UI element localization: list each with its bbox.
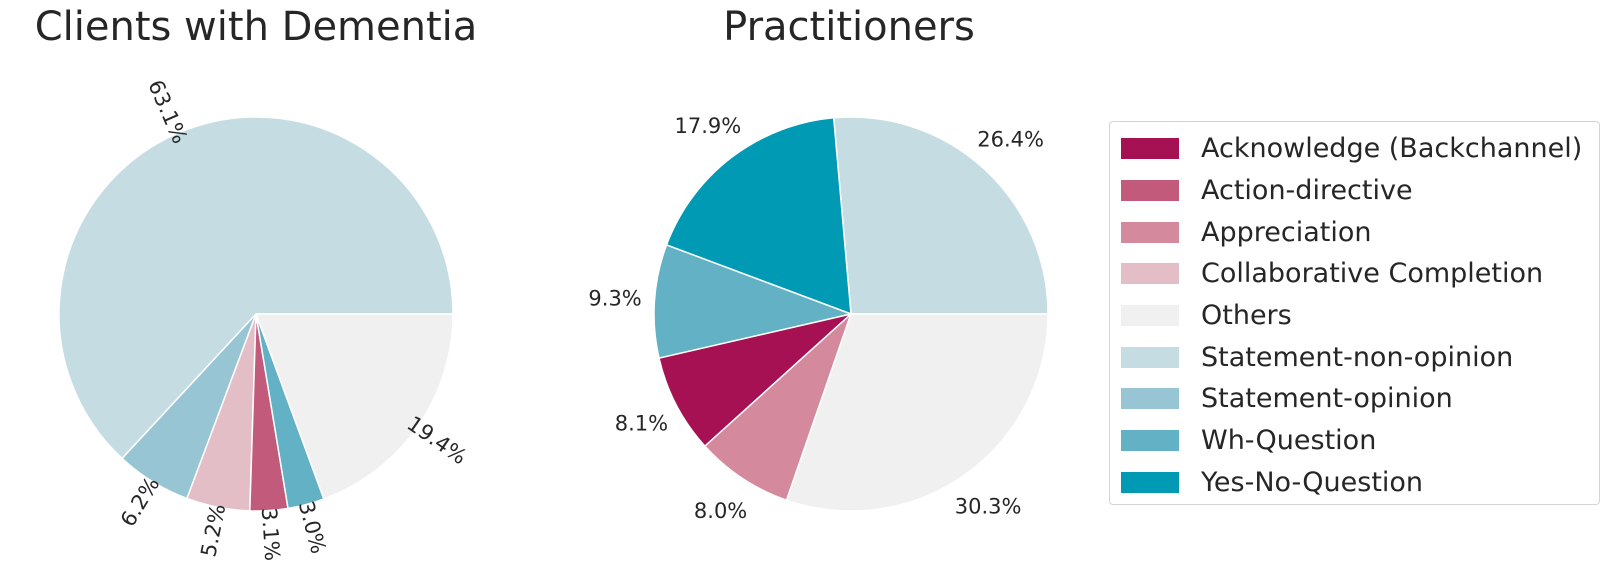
pct-label-wh-question: 3.0% — [294, 499, 331, 557]
pie-slices-clients — [58, 116, 454, 512]
pct-label-collaborative-completion: 5.2% — [196, 502, 230, 559]
legend-swatch — [1121, 180, 1179, 202]
pie-slice-others — [254, 313, 454, 500]
legend-swatch — [1121, 388, 1179, 410]
pct-label-others: 30.3% — [955, 495, 1022, 519]
legend-item-statement-non-opinion: Statement-non-opinion — [1121, 336, 1589, 378]
legend-item-yes-no-question: Yes-No-Question — [1121, 462, 1589, 504]
legend-swatch — [1121, 138, 1179, 160]
legend-label: Statement-non-opinion — [1201, 341, 1514, 373]
pct-label-wh-question: 9.3% — [588, 286, 641, 310]
pie-slice-wh-question — [653, 243, 854, 360]
legend-swatch — [1121, 263, 1179, 285]
pie-slice-others — [785, 313, 1049, 512]
legend-swatch — [1121, 305, 1179, 327]
legend-item-others: Others — [1121, 295, 1589, 337]
legend-item-acknowledge-backchannel: Acknowledge (Backchannel) — [1121, 128, 1589, 170]
legend-swatch — [1121, 221, 1179, 243]
legend-swatch — [1121, 430, 1179, 452]
pie-slice-statement-non-opinion — [832, 116, 1049, 315]
legend-label: Appreciation — [1201, 216, 1372, 248]
pct-label-statement-non-opinion: 63.1% — [143, 76, 192, 147]
chart-title-clients: Clients with Dementia — [35, 4, 478, 50]
legend-label: Wh-Question — [1201, 425, 1377, 457]
pie-slice-appreciation — [703, 313, 852, 502]
pct-label-acknowledge-backchannel: 8.1% — [615, 411, 668, 435]
legend-label: Action-directive — [1201, 175, 1413, 207]
legend-label: Others — [1201, 300, 1292, 332]
pct-label-statement-opinion: 6.2% — [116, 473, 164, 531]
pie-slice-statement-non-opinion — [58, 116, 454, 460]
legend-item-appreciation: Appreciation — [1121, 211, 1589, 253]
legend-swatch — [1121, 346, 1179, 368]
pie-slices-practitioners — [653, 116, 1049, 512]
chart-title-practitioners: Practitioners — [723, 4, 975, 50]
pie-slice-acknowledge-backchannel — [658, 312, 854, 448]
pct-label-action-directive: 3.1% — [257, 507, 284, 562]
legend-item-statement-opinion: Statement-opinion — [1121, 378, 1589, 420]
legend-item-wh-question: Wh-Question — [1121, 420, 1589, 462]
pie-chart-clients: Clients with Dementia 63.1% 6.2% 5.2% 3.1% 3… — [35, 4, 478, 562]
legend: Acknowledge (Backchannel) Action-directiv… — [1109, 121, 1600, 505]
legend-label: Yes-No-Question — [1201, 466, 1424, 498]
pct-label-others: 19.4% — [403, 411, 471, 469]
legend-item-collaborative-completion: Collaborative Completion — [1121, 253, 1589, 295]
legend-swatch — [1121, 471, 1179, 493]
legend-label: Acknowledge (Backchannel) — [1201, 133, 1583, 165]
pct-label-statement-non-opinion: 26.4% — [977, 128, 1044, 152]
pie-slice-yes-no-question — [665, 116, 852, 316]
legend-item-action-directive: Action-directive — [1121, 170, 1589, 212]
pct-label-yes-no-question: 17.9% — [675, 114, 742, 138]
pie-chart-practitioners: Practitioners 26.4% 17.9% 9.3% 8.1% 8.0% 30.3… — [588, 4, 1049, 523]
legend-label: Collaborative Completion — [1201, 258, 1544, 290]
pct-label-appreciation: 8.0% — [694, 499, 747, 523]
legend-label: Statement-opinion — [1201, 383, 1453, 415]
pie-labels-practitioners: 26.4% 17.9% 9.3% 8.1% 8.0% 30.3% — [588, 114, 1044, 523]
